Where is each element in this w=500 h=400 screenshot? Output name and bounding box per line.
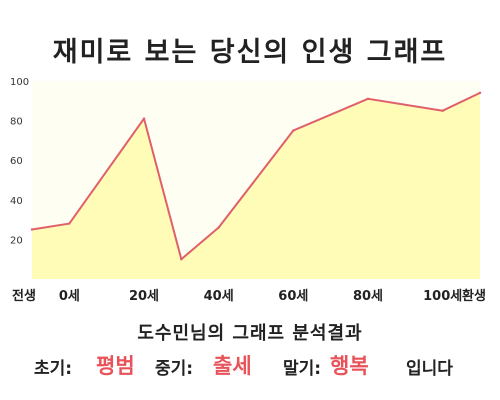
life-data-point — [68, 222, 71, 225]
x-tick-label: 20세 — [129, 289, 159, 304]
y-tick-label: 20 — [10, 235, 23, 246]
y-tick-label: 100 — [10, 77, 29, 88]
life-data-point — [292, 129, 295, 132]
x-tick-label: 전생 — [12, 288, 36, 304]
x-tick-label: 100세 — [423, 289, 462, 304]
life-data-point — [217, 226, 220, 229]
x-tick-label: 60세 — [278, 289, 308, 304]
life-line-segment — [31, 222, 71, 231]
x-tick-label: 40세 — [204, 289, 234, 304]
x-tick-label: 환생 — [462, 288, 486, 304]
late-value: 행복 — [330, 354, 369, 378]
y-tick-label: 60 — [10, 156, 23, 167]
y-tick-label: 80 — [10, 117, 23, 128]
y-tick-label: 40 — [10, 196, 23, 207]
page-title: 재미로 보는 당신의 인생 그래프 — [52, 37, 448, 68]
ending-text: 입니다 — [406, 359, 453, 379]
x-tick-label: 0세 — [59, 289, 80, 304]
middle-value: 출세 — [213, 354, 252, 378]
life-line-segment — [143, 117, 183, 261]
x-tick-label: 80세 — [353, 289, 383, 304]
life-data-point — [441, 109, 444, 112]
early-label: 초기: — [34, 359, 73, 379]
middle-label: 중기: — [155, 359, 194, 379]
life-line-segment — [217, 129, 295, 229]
life-line-segment — [292, 97, 369, 132]
life-line-segment — [367, 97, 444, 112]
life-data-point — [142, 117, 146, 120]
life-line-segment — [180, 226, 220, 261]
life-data-point — [478, 91, 482, 95]
life-line-segment — [441, 91, 481, 112]
analysis-title: 도수민님의 그래프 분석결과 — [137, 323, 363, 344]
late-label: 말기: — [283, 359, 322, 379]
analysis-result: 초기: 평범 중기: 출세 말기: 행복 입니다 — [0, 348, 500, 380]
life-area-fill — [32, 92, 480, 279]
life-data-point — [180, 258, 183, 261]
life-data-point — [30, 228, 34, 231]
life-line-segment — [68, 117, 145, 225]
early-value: 평범 — [96, 354, 135, 378]
life-data-point — [366, 97, 370, 101]
